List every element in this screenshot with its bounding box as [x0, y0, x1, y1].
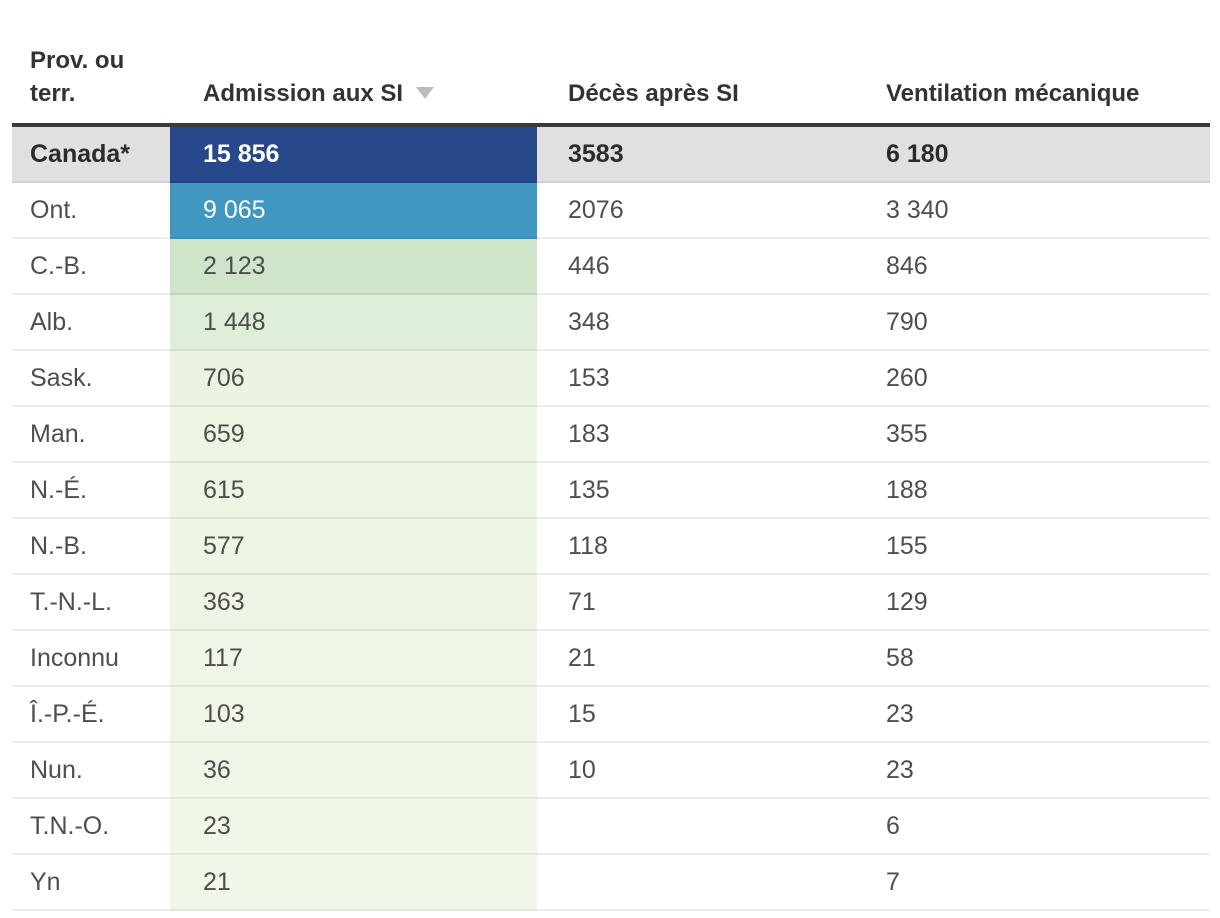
- column-header-deaths[interactable]: Décès après SI: [568, 80, 739, 107]
- ventilation-cell: 355: [855, 407, 1210, 463]
- ventilation-cell: 6 180: [855, 127, 1210, 183]
- ventilation-cell: 188: [855, 463, 1210, 519]
- ventilation-cell: 846: [855, 239, 1210, 295]
- table-row: Man. 659 183 355: [12, 407, 1210, 463]
- table-row: Canada* 15 856 3583 6 180: [12, 127, 1210, 183]
- deaths-cell: 2076: [537, 183, 855, 239]
- ventilation-cell: 260: [855, 351, 1210, 407]
- row-label: C.-B.: [12, 239, 170, 295]
- admission-cell: 103: [170, 687, 537, 743]
- ventilation-cell: 58: [855, 631, 1210, 687]
- row-label: Man.: [12, 407, 170, 463]
- admission-cell: 577: [170, 519, 537, 575]
- row-label: Canada*: [12, 127, 170, 183]
- row-label: Ont.: [12, 183, 170, 239]
- table-row: Î.-P.-É. 103 15 23: [12, 687, 1210, 743]
- table-row: T.N.-O. 23 6: [12, 799, 1210, 855]
- column-header-admissions[interactable]: Admission aux SI: [170, 77, 537, 110]
- deaths-cell: 3583: [537, 127, 855, 183]
- deaths-cell: 21: [537, 631, 855, 687]
- row-label: N.-B.: [12, 519, 170, 575]
- admission-cell: 15 856: [170, 127, 537, 183]
- deaths-cell: [537, 799, 855, 855]
- table-row: Alb. 1 448 348 790: [12, 295, 1210, 351]
- row-label: Î.-P.-É.: [12, 687, 170, 743]
- ventilation-cell: 129: [855, 575, 1210, 631]
- row-label: T.N.-O.: [12, 799, 170, 855]
- ventilation-cell: 155: [855, 519, 1210, 575]
- row-label: Nun.: [12, 743, 170, 799]
- table-row: Yn 21 7: [12, 855, 1210, 911]
- table-row: Nun. 36 10 23: [12, 743, 1210, 799]
- icu-stats-table: Prov. ou terr. Admission aux SI Décès ap…: [12, 0, 1210, 911]
- deaths-cell: 135: [537, 463, 855, 519]
- column-header-admissions-label: Admission aux SI: [203, 80, 404, 107]
- column-header-ventilation[interactable]: Ventilation mécanique: [886, 80, 1140, 107]
- deaths-cell: 71: [537, 575, 855, 631]
- table-header-row: Prov. ou terr. Admission aux SI Décès ap…: [12, 0, 1210, 127]
- deaths-cell: 15: [537, 687, 855, 743]
- table-body: Canada* 15 856 3583 6 180 Ont. 9 065 207…: [12, 127, 1210, 911]
- column-header-province[interactable]: Prov. ou terr.: [30, 47, 125, 107]
- deaths-cell: 153: [537, 351, 855, 407]
- ventilation-cell: 790: [855, 295, 1210, 351]
- deaths-cell: 446: [537, 239, 855, 295]
- admission-cell: 1 448: [170, 295, 537, 351]
- ventilation-cell: 23: [855, 687, 1210, 743]
- admission-cell: 21: [170, 855, 537, 911]
- ventilation-cell: 23: [855, 743, 1210, 799]
- deaths-cell: 10: [537, 743, 855, 799]
- deaths-cell: 118: [537, 519, 855, 575]
- row-label: N.-É.: [12, 463, 170, 519]
- admission-cell: 36: [170, 743, 537, 799]
- sort-desc-icon[interactable]: [416, 86, 435, 99]
- row-label: Sask.: [12, 351, 170, 407]
- table-row: N.-B. 577 118 155: [12, 519, 1210, 575]
- table-row: C.-B. 2 123 446 846: [12, 239, 1210, 295]
- table-row: T.-N.-L. 363 71 129: [12, 575, 1210, 631]
- deaths-cell: [537, 855, 855, 911]
- row-label: Alb.: [12, 295, 170, 351]
- ventilation-cell: 6: [855, 799, 1210, 855]
- row-label: T.-N.-L.: [12, 575, 170, 631]
- admission-cell: 9 065: [170, 183, 537, 239]
- table-row: Ont. 9 065 2076 3 340: [12, 183, 1210, 239]
- ventilation-cell: 7: [855, 855, 1210, 911]
- admission-cell: 117: [170, 631, 537, 687]
- admission-cell: 23: [170, 799, 537, 855]
- admission-cell: 706: [170, 351, 537, 407]
- admission-cell: 659: [170, 407, 537, 463]
- admission-cell: 363: [170, 575, 537, 631]
- admission-cell: 615: [170, 463, 537, 519]
- admission-cell: 2 123: [170, 239, 537, 295]
- row-label: Inconnu: [12, 631, 170, 687]
- table-row: N.-É. 615 135 188: [12, 463, 1210, 519]
- row-label: Yn: [12, 855, 170, 911]
- deaths-cell: 183: [537, 407, 855, 463]
- table-row: Inconnu 117 21 58: [12, 631, 1210, 687]
- ventilation-cell: 3 340: [855, 183, 1210, 239]
- deaths-cell: 348: [537, 295, 855, 351]
- table-row: Sask. 706 153 260: [12, 351, 1210, 407]
